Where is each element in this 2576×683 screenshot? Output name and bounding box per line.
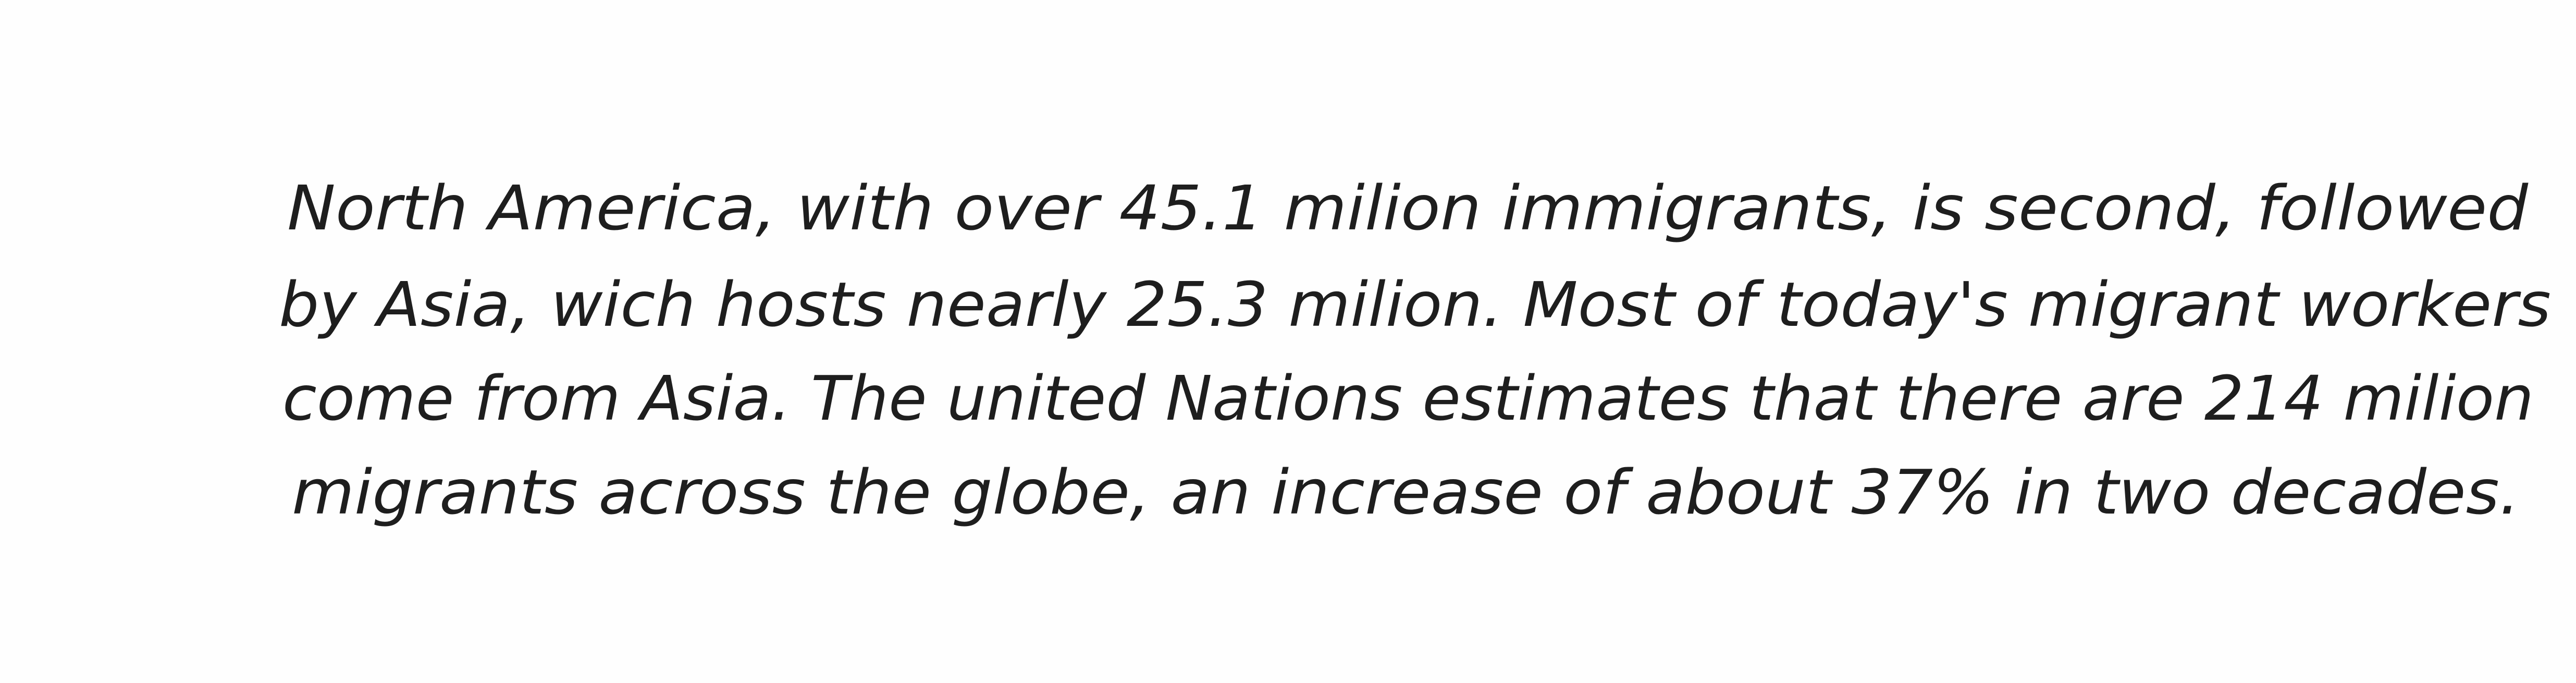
text-line: migrants across the globe, an increase o… (292, 456, 2520, 528)
text-line: by Asia, wich hosts nearly 25.3 milion. … (279, 269, 2551, 340)
text-line: come from Asia. The united Nations estim… (282, 362, 2534, 434)
text-line: North America, with over 45.1 milion imm… (287, 172, 2529, 244)
